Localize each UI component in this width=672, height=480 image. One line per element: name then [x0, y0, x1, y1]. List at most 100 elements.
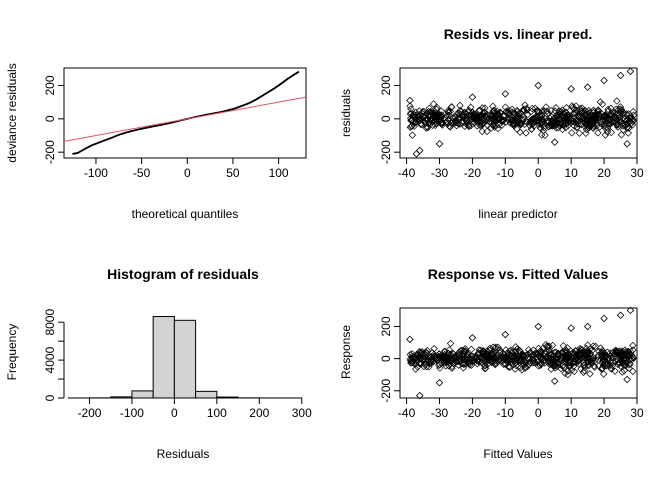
response-title: Response vs. Fitted Values [428, 266, 609, 282]
qq-xtick-label: 0 [184, 166, 191, 180]
histogram-marks [68, 317, 302, 398]
resids-outlier-point [617, 72, 623, 78]
response-xtick-label: -10 [497, 406, 515, 420]
response-outlier-point [601, 315, 607, 321]
resids-marks [407, 68, 637, 157]
histogram-ylabel: Frequency [5, 324, 19, 381]
resids-x-axis: -40 -30 -20 -10 0 10 20 30 [398, 158, 644, 180]
resids-xtick-label: -10 [497, 166, 515, 180]
resids-panel: -40 -30 -20 -10 0 10 20 30 -200 0 200 Resids vs. … [339, 26, 644, 221]
histogram-xtick-label: -100 [120, 406, 144, 420]
response-point [447, 340, 453, 346]
histogram-xtick-label: -200 [77, 406, 101, 420]
resids-point [523, 130, 529, 136]
resids-xtick-label: -20 [464, 166, 482, 180]
histogram-xtick-label: 300 [292, 406, 312, 420]
resids-outlier-point [568, 86, 574, 92]
resids-title: Resids vs. linear pred. [444, 26, 593, 42]
resids-outlier-point [624, 141, 630, 147]
histogram-y-axis: 040008000 [43, 309, 64, 402]
histogram-xlabel: Residuals [157, 447, 210, 461]
resids-outlier-point [417, 147, 423, 153]
histogram-xtick-label: 0 [171, 406, 178, 420]
qq-xtick-label: 100 [269, 166, 289, 180]
qq-marks [64, 71, 306, 155]
histogram-panel: -200 -100 0 100 200 300 040008000 Histogram o… [5, 266, 312, 461]
resids-ylabel: residuals [339, 89, 353, 137]
histogram-xtick-label: 100 [207, 406, 227, 420]
qq-ytick-label: 0 [43, 115, 57, 122]
histogram-ytick-label: 4000 [43, 346, 57, 373]
resids-ytick-label: -200 [379, 140, 393, 164]
response-xtick-label: -30 [431, 406, 449, 420]
qq-xtick-label: -100 [84, 166, 108, 180]
resids-y-axis: -2000200 [379, 75, 400, 164]
resids-outlier-point [436, 141, 442, 147]
response-ytick-label: 0 [379, 355, 393, 362]
response-ylabel: Response [339, 325, 353, 379]
response-outlier-point [584, 323, 590, 329]
histogram-bar [174, 320, 195, 398]
resids-outlier-point [502, 91, 508, 97]
qq-panel: -100 -50 0 50 100 -2000200 theoretical quant… [5, 63, 306, 221]
resids-point [595, 130, 601, 136]
resids-outlier-point [601, 77, 607, 83]
response-outlier-point [436, 380, 442, 386]
resids-point [614, 98, 620, 104]
resids-point [569, 130, 575, 136]
resids-outlier-point [584, 84, 590, 90]
response-marks [407, 307, 637, 399]
response-outlier-point [502, 331, 508, 337]
histogram-bar [153, 317, 174, 398]
histogram-ytick-label: 0 [43, 394, 57, 401]
resids-xtick-label: 10 [564, 166, 578, 180]
histogram-bar [196, 391, 217, 398]
qq-xtick-label: 50 [226, 166, 240, 180]
response-xtick-label: -40 [398, 406, 416, 420]
response-xlabel: Fitted Values [483, 447, 552, 461]
resids-outlier-point [627, 68, 633, 74]
response-point [584, 342, 590, 348]
response-outlier-point [552, 378, 558, 384]
response-outlier-point [624, 376, 630, 382]
response-outlier-point [568, 325, 574, 331]
qq-plot-box [64, 68, 306, 158]
response-outlier-point [469, 335, 475, 341]
qq-xtick-label: -50 [133, 166, 151, 180]
qq-point [297, 71, 299, 73]
response-xtick-label: 0 [535, 406, 542, 420]
response-xtick-label: 20 [597, 406, 611, 420]
response-ytick-label: 200 [379, 316, 393, 336]
resids-outlier-point [552, 139, 558, 145]
resids-xtick-label: -30 [431, 166, 449, 180]
resids-outlier-point [413, 151, 419, 157]
response-xtick-label: -20 [464, 406, 482, 420]
response-xtick-label: 30 [630, 406, 644, 420]
resids-ytick-label: 0 [379, 115, 393, 122]
response-outlier-point [407, 336, 413, 342]
resids-point [409, 132, 415, 138]
response-point [630, 368, 636, 374]
response-xtick-label: 10 [564, 406, 578, 420]
resids-point [576, 130, 582, 136]
response-ytick-label: -200 [379, 378, 393, 402]
response-outlier-point [535, 323, 541, 329]
qq-y-axis: -2000200 [43, 75, 64, 164]
response-point [587, 371, 593, 377]
resids-xtick-label: 20 [597, 166, 611, 180]
qq-ytick-label: 200 [43, 75, 57, 95]
resids-xtick-label: 30 [630, 166, 644, 180]
qq-xlabel: theoretical quantiles [132, 207, 239, 221]
response-outlier-point [617, 312, 623, 318]
resids-outlier-point [469, 94, 475, 100]
histogram-bar [132, 391, 153, 398]
qq-x-axis: -100 -50 0 50 100 [84, 158, 289, 180]
qq-ylabel: deviance residuals [5, 63, 19, 162]
response-point [630, 342, 636, 348]
qq-reference-line [64, 97, 306, 141]
resids-xtick-label: 0 [535, 166, 542, 180]
histogram-xtick-label: 200 [249, 406, 269, 420]
resids-point [599, 101, 605, 107]
resids-outlier-point [535, 82, 541, 88]
